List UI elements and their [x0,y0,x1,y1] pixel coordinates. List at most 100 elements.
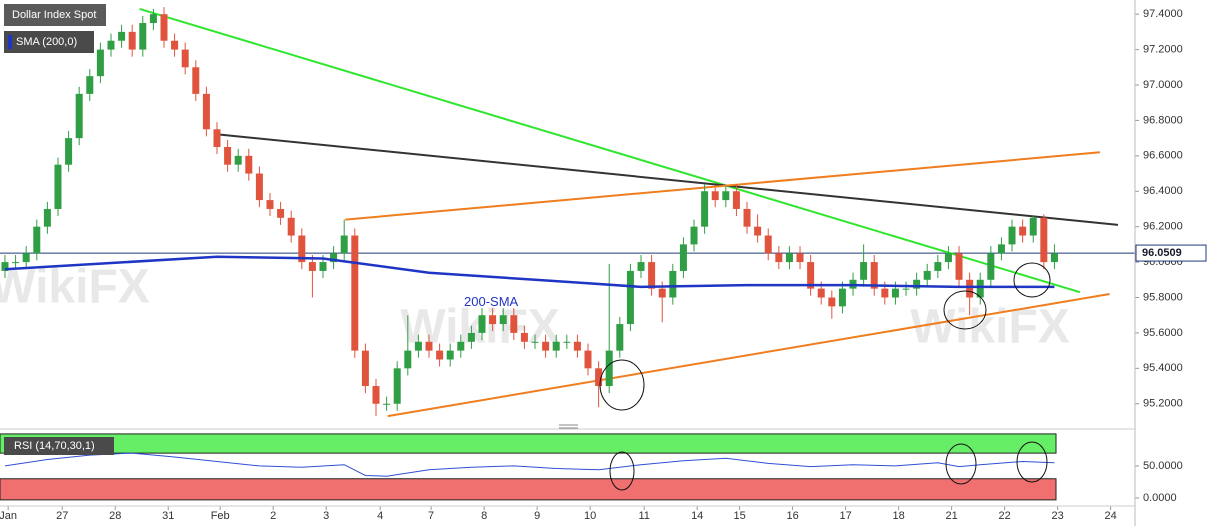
candle-body [12,262,20,264]
candle-body [616,324,624,351]
x-tick-label: 27 [56,510,68,522]
candle-body [277,208,285,218]
candle-body [446,350,454,360]
x-tick-label: 28 [109,510,121,522]
candle-body [489,315,497,325]
legend-swatch [8,35,12,49]
candle-body [1050,253,1058,263]
x-tick-label: 4 [377,510,383,522]
candle-body [679,244,687,271]
candle-body [1,262,9,271]
rsi-y-tick-label: 0.0000 [1143,492,1177,504]
rsi-y-tick-label: 50.0000 [1143,460,1183,472]
candle-body [923,270,931,280]
trendline [387,293,1110,418]
candle-body [467,332,475,342]
candle-body [881,288,889,298]
candle-body [637,262,645,271]
candle-body [658,288,666,298]
line-series [4,452,1055,477]
candle-body [595,368,603,387]
trendline [139,7,1081,294]
x-tick-label: 7 [428,510,434,522]
candle-body [308,262,316,271]
x-tick-label: 24 [1104,510,1116,522]
candle-body [43,208,51,227]
candle-body [372,386,380,404]
candle-body [520,332,528,342]
legend-sma: SMA (200,0) [16,36,77,48]
candle-body [54,164,62,209]
candle-body [393,368,401,404]
candle-body [383,403,391,405]
line-series [4,255,1055,289]
candle-body [775,253,783,263]
x-tick-label: 23 [1051,510,1063,522]
candle-body [542,341,550,351]
x-tick-label: 2 [270,510,276,522]
current-price-label: 96.0509 [1142,247,1182,259]
candle-body [107,40,115,50]
candle-body [701,191,709,227]
candle-body [86,76,94,94]
candle-body [1029,217,1037,236]
candle-body [828,297,836,307]
legend-title: Dollar Index Spot [12,9,96,21]
candle-body [361,350,369,387]
x-tick-label: 10 [584,510,596,522]
x-tick-label: 14 [691,510,703,522]
x-tick-label: 8 [481,510,487,522]
highlight-circle [1013,262,1051,298]
highlight-circle [599,359,645,411]
candle-body [192,67,200,94]
candle-body [510,315,518,333]
y-tick-label: 96.6000 [1143,150,1183,162]
candle-body [266,200,274,209]
x-tick-label: 9 [534,510,540,522]
candle-body [202,93,210,130]
candle-body [1040,217,1048,263]
rsi-overbought-zone [0,433,1057,454]
candle-body [414,341,422,351]
y-tick-label: 97.4000 [1143,8,1183,20]
y-tick-label: 96.8000 [1143,114,1183,126]
candle-body [870,262,878,289]
candle-body [22,253,30,263]
candle-body [478,315,486,333]
candle-body [955,253,963,280]
rsi-oversold-zone [0,478,1057,501]
x-tick-label: 22 [998,510,1010,522]
candle-body [764,235,772,254]
x-tick-label: Jan [0,510,17,522]
background-layer: WikiFXWikiFXWikiFX95.200095.400095.60009… [0,7,1207,522]
candle-body [245,155,253,174]
candle-body [817,288,825,298]
highlight-circle [943,290,987,330]
legend-box [4,31,94,53]
highlight-circle [1016,441,1048,483]
candle-body [648,262,656,289]
candle-body [743,208,751,227]
candle-body [626,270,634,325]
overlay-label: 200-SMA [464,294,519,309]
candle-body [340,235,348,254]
trendline [345,151,1101,221]
candle-body [563,341,571,343]
candle-body [330,253,338,263]
candle-body [966,279,974,298]
candle-body [33,226,41,254]
candle-body [234,155,242,165]
candle-body [860,262,868,280]
candle-body [457,341,465,351]
candle-body [96,49,104,77]
legend-rsi: RSI (14,70,30,1) [14,440,95,452]
candle-body [75,93,83,139]
x-tick-label: 16 [786,510,798,522]
y-tick-label: 95.6000 [1143,327,1183,339]
candle-body [552,341,560,351]
candle-body [255,173,263,201]
x-tick-label: 3 [323,510,329,522]
x-tick-label: 18 [892,510,904,522]
candle-body [902,288,910,290]
